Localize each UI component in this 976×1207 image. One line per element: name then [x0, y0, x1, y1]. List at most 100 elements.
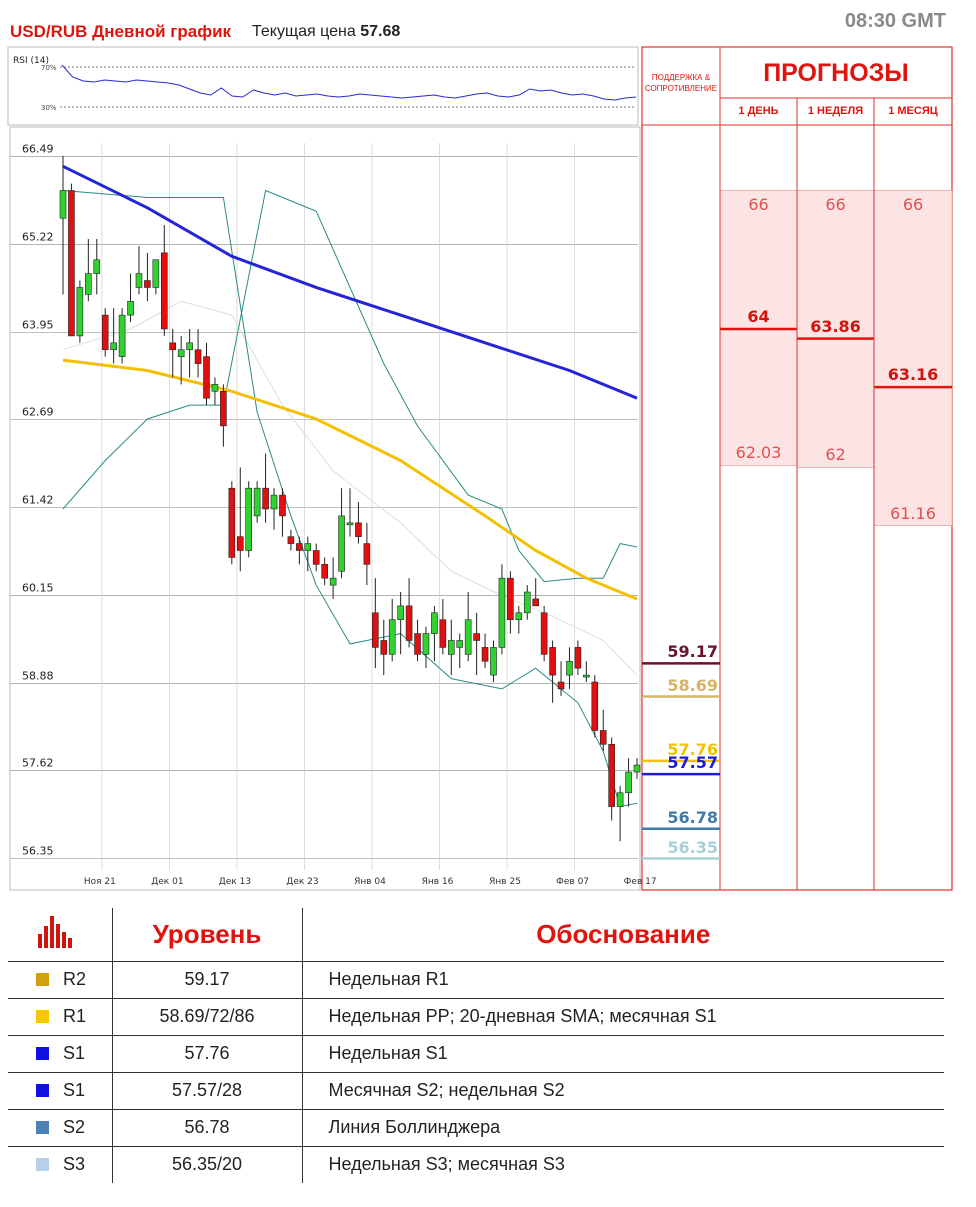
current-price-value: 57.68	[360, 23, 401, 40]
level-name-cell: S2	[8, 1108, 112, 1146]
candle-up	[253, 487, 261, 517]
level-value: 57.76	[111, 1034, 303, 1072]
level-value-label: 57.76	[667, 739, 718, 759]
candle-down	[372, 612, 379, 648]
candle-up	[397, 605, 404, 621]
level-reason: Месячная S2; недельная S2	[302, 1071, 944, 1109]
candle-up	[186, 342, 193, 351]
y-tick-label: 61.42	[22, 494, 54, 507]
level-reason: Недельная R1	[302, 960, 944, 998]
level-color-swatch	[36, 1047, 49, 1060]
candle-up	[338, 515, 345, 572]
x-tick-label: Дек 23	[286, 877, 318, 887]
candle-up	[135, 273, 143, 288]
candle-down	[194, 349, 202, 364]
candle-up	[456, 640, 464, 648]
candle-up	[304, 543, 312, 551]
level-header: Уровень	[111, 908, 303, 961]
rsi-label: RSI (14)	[13, 56, 49, 66]
candle-down	[540, 612, 548, 655]
candle-down	[160, 252, 168, 330]
indicator-lines	[62, 164, 638, 808]
candle-up	[59, 190, 67, 219]
candle-up	[346, 522, 354, 526]
y-tick-label: 65.22	[22, 231, 54, 244]
candle-down	[279, 494, 286, 517]
candle-down	[287, 536, 295, 544]
candle-up	[523, 591, 531, 614]
candle-up	[211, 384, 219, 392]
x-tick-label: Янв 04	[354, 877, 386, 887]
candle-down	[68, 190, 75, 337]
level-value: 58.69/72/86	[111, 997, 303, 1035]
candle-down	[262, 487, 269, 510]
level-color-swatch	[36, 1121, 49, 1134]
x-tick-label: Ноя 21	[84, 877, 116, 887]
candle-up	[464, 619, 472, 655]
level-row: S1 57.57/28 Месячная S2; недельная S2	[8, 1071, 944, 1109]
level-name-cell: S3	[8, 1145, 112, 1183]
candle-down	[532, 598, 540, 607]
candle-down	[414, 633, 421, 655]
forecast-top-value: 66	[902, 194, 924, 214]
level-name: S1	[63, 1080, 86, 1100]
forecast-low-value: 61.16	[890, 503, 936, 523]
level-value: 59.17	[111, 960, 303, 998]
candle-down	[101, 314, 109, 351]
level-name: R1	[63, 1006, 87, 1026]
candle-down	[228, 487, 236, 558]
level-name-cell: R2	[8, 960, 112, 998]
y-tick-label: 58.88	[22, 669, 54, 682]
candle-down	[405, 605, 413, 641]
x-tick-label: Фев 17	[624, 877, 657, 887]
forecast-col-week: 1 НЕДЕЛЯ	[807, 105, 864, 117]
candle-up	[388, 619, 396, 655]
candle-down	[144, 280, 151, 288]
candle-up	[633, 764, 641, 773]
y-tick-label: 56.35	[22, 845, 54, 858]
level-name: S1	[63, 1043, 86, 1063]
level-value-label: 59.17	[667, 642, 718, 662]
level-color-swatch	[36, 1158, 49, 1172]
candle-up	[329, 577, 337, 586]
x-tick-label: Дек 13	[219, 877, 251, 887]
support-resistance-header: ПОДДЕРЖКА & СОПРОТИВЛЕНИЕ	[644, 73, 718, 93]
sma-yellow	[62, 358, 638, 601]
candle-down	[220, 390, 227, 427]
forecast-top-value: 66	[748, 194, 769, 214]
candle-down	[507, 577, 514, 621]
x-tick-label: Фев 07	[556, 877, 589, 887]
candle-up	[566, 660, 573, 676]
forecast-low-value: 62	[825, 445, 846, 465]
candle-down	[312, 550, 320, 565]
candle-up	[245, 487, 253, 551]
level-reason: Линия Боллинджера	[302, 1108, 944, 1146]
level-reason: Недельная S3; месячная S3	[302, 1145, 944, 1183]
forecast-mid-value: 63.86	[810, 316, 861, 336]
candle-down	[321, 564, 328, 579]
candle-down	[363, 543, 371, 565]
y-tick-label: 60.15	[22, 581, 54, 594]
candle-up	[447, 640, 455, 655]
level-value-label: 56.78	[667, 807, 718, 827]
y-tick-label: 57.62	[22, 757, 54, 770]
bar-chart-icon	[8, 908, 112, 961]
level-color-swatch	[36, 973, 49, 986]
reason-header: Обоснование	[536, 918, 711, 949]
chart-title: USD/RUB Дневной график	[10, 22, 232, 41]
candle-down	[473, 633, 480, 641]
level-name: S2	[63, 1117, 86, 1137]
levels-table-header: Уровень Обоснование	[8, 908, 944, 961]
level-value: 57.57/28	[111, 1071, 303, 1109]
candle-up	[110, 342, 117, 351]
x-tick-label: Янв 25	[489, 877, 521, 887]
current-price: Текущая цена 57.68	[252, 23, 400, 41]
candle-up	[616, 792, 624, 807]
candle-up	[270, 494, 278, 510]
candle-down	[439, 619, 447, 648]
level-row: R1 58.69/72/86 Недельная PP; 20-дневная SM…	[8, 997, 944, 1035]
candle-up	[118, 314, 126, 357]
chart-grid: 66.49 65.22 63.95 62.69 61.42 60.15 58.88 57.62…	[10, 143, 657, 887]
forecast-col-month: 1 МЕСЯЦ	[888, 105, 938, 117]
bollinger-band-a	[62, 189, 638, 583]
